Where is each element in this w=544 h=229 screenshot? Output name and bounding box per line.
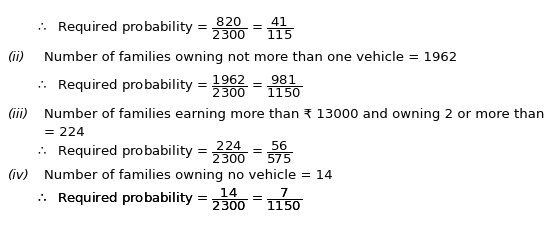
- Text: $\therefore$  Required probability = $\dfrac{1962}{2300}$ = $\dfrac{981}{1150}$: $\therefore$ Required probability = $\df…: [35, 74, 302, 101]
- Text: (iii): (iii): [8, 108, 29, 121]
- Text: $\therefore$  Required probability = $\dfrac{224}{2300}$ = $\dfrac{56}{575}$: $\therefore$ Required probability = $\df…: [35, 139, 293, 166]
- Text: $\therefore$  Required probability = $\dfrac{14}{2300}$ = $\dfrac{7}{1150}$: $\therefore$ Required probability = $\df…: [35, 186, 302, 213]
- Text: Number of families owning no vehicle = 14: Number of families owning no vehicle = 1…: [44, 169, 332, 182]
- Text: Number of families earning more than ₹ 13000 and owning 2 or more than 2 vehicle: Number of families earning more than ₹ 1…: [44, 108, 544, 121]
- Text: $\therefore$  Required probability = $\dfrac{820}{2300}$ = $\dfrac{41}{115}$: $\therefore$ Required probability = $\df…: [35, 16, 294, 42]
- Text: Number of families owning not more than one vehicle = 1962: Number of families owning not more than …: [44, 51, 457, 64]
- Text: = 224: = 224: [44, 126, 84, 139]
- Text: (iv): (iv): [8, 169, 30, 182]
- Text: $\therefore$  Required probability = $\dfrac{14}{2300}$ = $\dfrac{7}{1150}$: $\therefore$ Required probability = $\df…: [35, 186, 302, 213]
- Text: (ii): (ii): [8, 51, 26, 64]
